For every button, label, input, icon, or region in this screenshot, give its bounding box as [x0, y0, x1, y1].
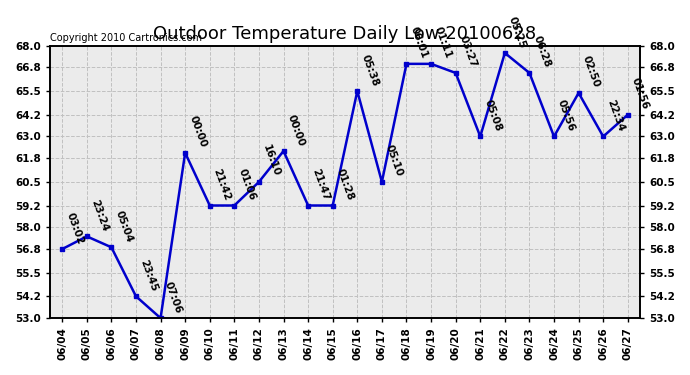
Text: 01:28: 01:28	[335, 167, 355, 202]
Text: 21:42: 21:42	[212, 167, 233, 202]
Text: 07:06: 07:06	[163, 280, 184, 315]
Text: 01:11: 01:11	[433, 26, 454, 60]
Text: 23:45: 23:45	[138, 258, 159, 292]
Text: 00:00: 00:00	[187, 115, 208, 149]
Text: 05:56: 05:56	[556, 98, 577, 133]
Text: 05:38: 05:38	[359, 53, 380, 87]
Text: 05:25: 05:25	[507, 15, 528, 50]
Text: 06:28: 06:28	[531, 35, 552, 69]
Title: Outdoor Temperature Daily Low 20100628: Outdoor Temperature Daily Low 20100628	[153, 25, 537, 43]
Text: 05:08: 05:08	[482, 98, 503, 133]
Text: 03:27: 03:27	[457, 34, 478, 69]
Text: 01:06: 01:06	[236, 167, 257, 202]
Text: 01:56: 01:56	[630, 76, 651, 111]
Text: Copyright 2010 Cartronics.com: Copyright 2010 Cartronics.com	[50, 33, 202, 43]
Text: 22:34: 22:34	[605, 98, 626, 133]
Text: 21:47: 21:47	[310, 167, 331, 202]
Text: 05:04: 05:04	[113, 209, 134, 244]
Text: 00:00: 00:00	[286, 113, 306, 147]
Text: 06:01: 06:01	[408, 26, 429, 60]
Text: 23:24: 23:24	[89, 198, 110, 233]
Text: 02:50: 02:50	[580, 55, 601, 89]
Text: 16:10: 16:10	[261, 144, 282, 178]
Text: 03:02: 03:02	[64, 211, 85, 246]
Text: 05:10: 05:10	[384, 144, 404, 178]
